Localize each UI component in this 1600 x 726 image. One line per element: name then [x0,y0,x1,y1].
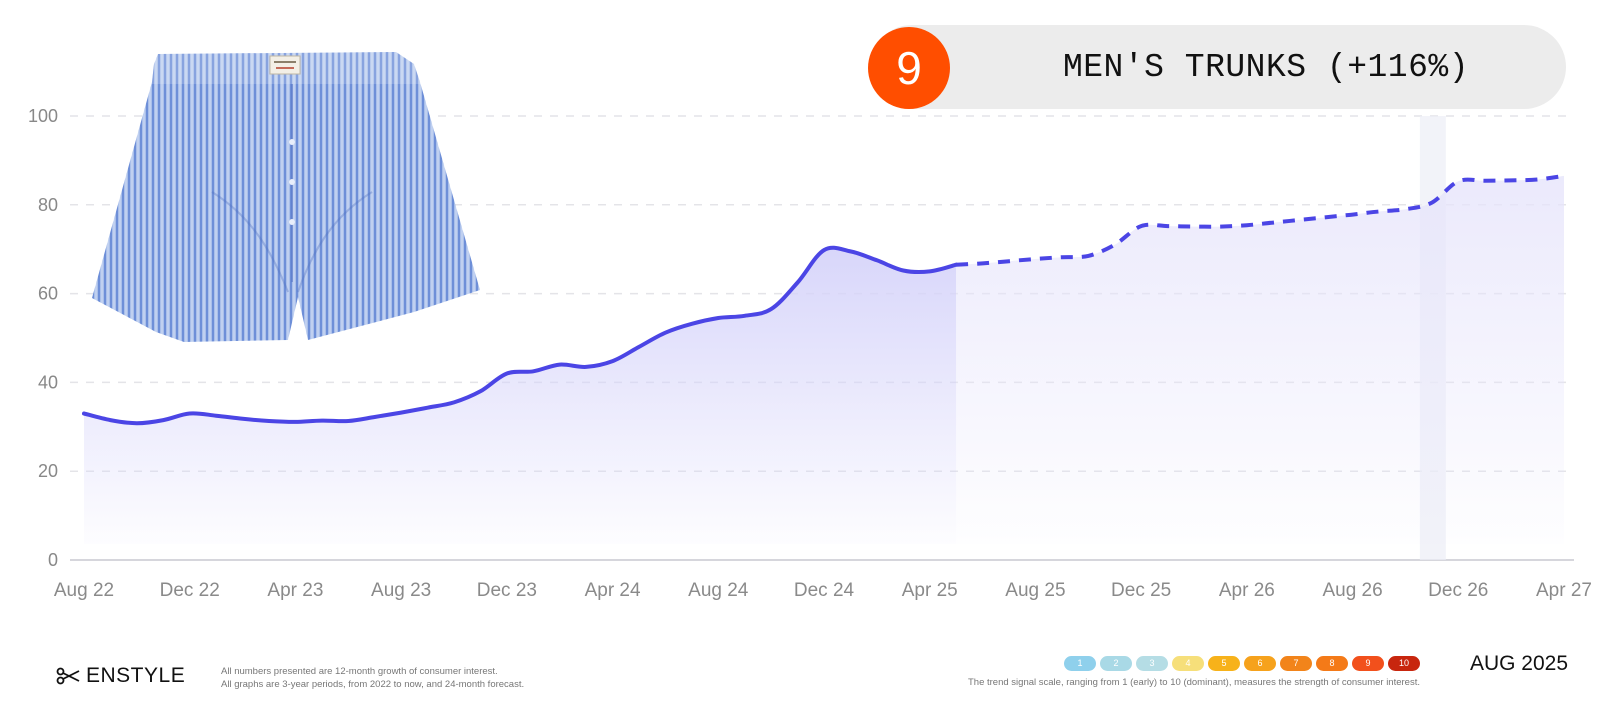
edition-date: AUG 2025 [1469,652,1568,675]
scale-level-9: 9 [1352,656,1384,671]
actual-line [82,245,959,426]
x-tick-label: Aug 26 [1322,580,1382,601]
x-tick-label: Dec 22 [160,580,220,601]
scale-level-2: 2 [1100,656,1132,671]
x-tick-label: Aug 23 [371,580,431,601]
scale-level-8: 8 [1316,656,1348,671]
rank-badge: 9 [868,27,950,109]
x-tick-label: Apr 27 [1536,580,1592,601]
y-tick-label: 0 [48,550,58,570]
x-tick-label: Apr 23 [267,580,323,601]
scale-level-6: 6 [1244,656,1276,671]
x-tick-label: Apr 26 [1219,580,1275,601]
area-fills [84,175,1564,545]
scale-level-10: 10 [1388,656,1420,671]
methodology-notes: All numbers presented are 12-month growt… [221,665,524,691]
scale-level-3: 3 [1136,656,1168,671]
x-tick-label: Aug 22 [54,580,114,601]
title-pill [870,25,1566,109]
note-line-2: All graphs are 3-year periods, from 2022… [221,679,525,690]
x-tick-label: Dec 23 [477,580,537,601]
x-tick-label: Dec 26 [1428,580,1488,601]
scale-level-1: 1 [1064,656,1096,671]
boxer-shorts-image [92,52,480,342]
brand-logo: ENSTYLE [56,664,185,688]
scale-level-7: 7 [1280,656,1312,671]
x-tick-label: Aug 24 [688,580,749,601]
x-tick-label: Apr 25 [902,580,958,601]
chart-title: MEN'S TRUNKS (+116%) [1062,49,1470,86]
x-tick-label: Dec 24 [794,580,855,601]
scale-level-5: 5 [1208,656,1240,671]
y-tick-label: 60 [38,284,58,304]
y-tick-label: 20 [38,461,58,481]
scale-note: The trend signal scale, ranging from 1 (… [968,677,1420,688]
y-axis-ticks: 0 20 40 60 80 100 [28,106,58,570]
scissors-icon [56,667,80,685]
y-tick-label: 100 [28,106,58,126]
brand-name: ENSTYLE [86,664,186,687]
note-line-1: All numbers presented are 12-month growt… [221,666,498,677]
forecast-area [956,175,1564,544]
trend-signal-scale: 1 2 3 4 5 6 7 8 9 10 [1064,656,1420,671]
y-tick-label: 80 [38,195,58,215]
y-tick-label: 40 [38,372,58,392]
x-tick-label: Dec 25 [1111,580,1171,601]
actual-area [84,247,957,545]
x-tick-label: Apr 24 [585,580,641,601]
scale-level-4: 4 [1172,656,1204,671]
x-tick-label: Aug 25 [1005,580,1065,601]
x-axis-ticks: Aug 22 Dec 22 Apr 23 Aug 23 Dec 23 Apr 24 Aug … [54,580,1592,601]
series-lines [82,173,1565,426]
